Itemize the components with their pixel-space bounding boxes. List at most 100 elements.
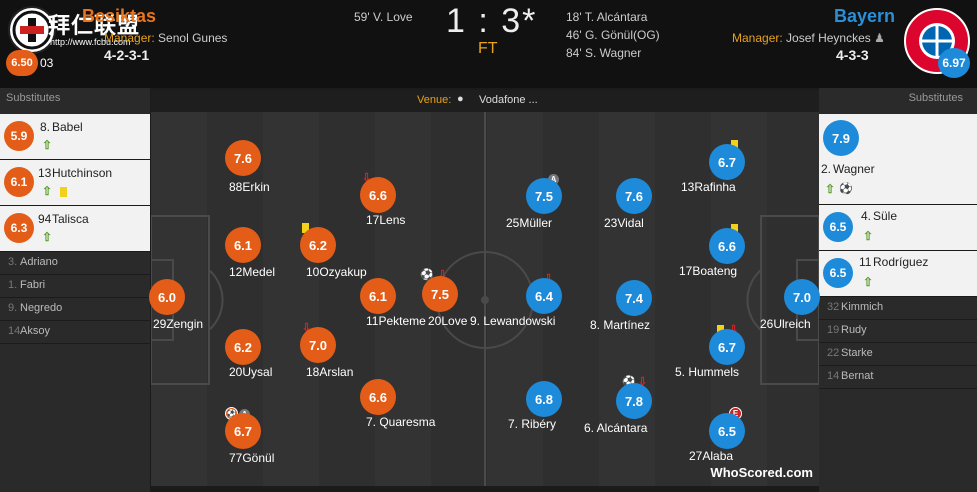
home-rating-suffix: 03 — [40, 56, 54, 70]
sub-rating: 6.5 — [823, 212, 853, 242]
home-event-0: 59' V. Love — [354, 10, 413, 24]
home-team-rating: 6.50 — [6, 50, 38, 76]
sub-name: Wagner — [833, 162, 875, 176]
sub-out-icon: ⇩ — [302, 322, 312, 334]
sub-row[interactable]: 9. Negredo — [0, 298, 150, 321]
player-name: 77Gönül — [229, 451, 275, 465]
away-event-2: 84' S. Wagner — [566, 46, 642, 60]
sub-row[interactable]: 6.5 11 Rodríguez ⇧ — [819, 251, 977, 297]
sub-number: 94 — [38, 212, 52, 226]
player-name: 18Arslan — [306, 365, 354, 379]
player-rating: 6.1 — [360, 278, 396, 314]
sub-number: 14 — [8, 325, 21, 337]
sub-number: 19 — [827, 324, 840, 336]
sub-out-icon: ⇩ — [438, 269, 448, 281]
player-name: 9. Lewandowski — [470, 314, 556, 328]
sub-rating: 7.9 — [823, 120, 859, 156]
player-rating: 6.8 — [526, 381, 562, 417]
player-rating: 6.7 — [709, 329, 745, 365]
player-name: 26Ulreich — [760, 317, 811, 331]
sub-row[interactable]: 6.1 13 Hutchinson ⇧ — [0, 160, 150, 206]
sub-row[interactable]: 14 Aksoy — [0, 321, 150, 344]
player-name: 20Uysal — [229, 365, 273, 379]
match-header: 拜仁联盟 http://www.fcbu.com Besiktas Manage… — [0, 0, 977, 88]
player-rating: 7.6 — [616, 178, 652, 214]
person-icon: ♟ — [874, 31, 885, 45]
player-name: 7. Quaresma — [366, 415, 436, 429]
sub-rating: 6.5 — [823, 258, 853, 288]
player-name: 13Rafinha — [681, 180, 736, 194]
sub-row[interactable]: 1. Fabri — [0, 275, 150, 298]
sub-rating: 6.1 — [4, 167, 34, 197]
home-substitutes-panel: Substitutes 5.9 8. Babel ⇧ 6.1 13 Hutchi… — [0, 88, 150, 492]
away-team-name[interactable]: Bayern — [833, 6, 895, 26]
away-team-rating: 6.97 — [938, 48, 970, 78]
sub-row[interactable]: 22 Starke — [819, 343, 977, 366]
player-rating: 6.0 — [149, 279, 185, 315]
yellow-card-icon — [302, 223, 309, 233]
player-name: 6. Alcántara — [584, 421, 648, 435]
player-name: 29Zengin — [153, 317, 204, 331]
player-rating: 6.7 — [225, 413, 261, 449]
sub-row[interactable]: 5.9 8. Babel ⇧ — [0, 114, 150, 160]
sub-row[interactable]: 3. Adriano — [0, 252, 150, 275]
player-name: 88Erkin — [229, 180, 270, 194]
home-formation: 4-2-3-1 — [104, 47, 150, 63]
sub-number: 22 — [827, 347, 840, 359]
sub-number: 2. — [821, 162, 832, 176]
sub-row[interactable]: 14 Bernat — [819, 366, 977, 389]
player-rating: 6.4 — [526, 278, 562, 314]
pitch: Venue: ● Vodafone ... — [151, 90, 819, 486]
away-formation: 4-3-3 — [836, 47, 869, 63]
match-status: FT — [478, 40, 498, 57]
home-manager: Manager: Senol Gunes — [104, 31, 227, 45]
sub-name: Negredo — [20, 302, 63, 314]
sub-number: 32 — [827, 301, 840, 313]
player-rating: 7.0 — [784, 279, 820, 315]
sub-in-icon: ⇧ — [863, 229, 874, 243]
sub-name: Babel — [52, 120, 83, 134]
sub-row[interactable]: 6.3 94 Talisca ⇧ — [0, 206, 150, 252]
sub-name: Aksoy — [20, 325, 50, 337]
sub-rating: 6.3 — [4, 213, 34, 243]
goal-ball-icon: ⚽ — [839, 183, 853, 195]
sub-name: Hutchinson — [52, 166, 113, 180]
player-name: 10Ozyakup — [306, 265, 367, 279]
subs-title: Substitutes — [908, 92, 963, 104]
player-name: 25Müller — [506, 216, 553, 230]
sub-name: Talisca — [52, 212, 89, 226]
watermark-title: 拜仁联盟 — [48, 13, 141, 38]
venue-name: Vodafone ... — [479, 94, 538, 106]
besiktas-crest-icon — [8, 6, 56, 54]
player-rating: 6.6 — [709, 228, 745, 264]
stadium-icon: ● — [457, 93, 464, 105]
player-name: 7. Ribéry — [508, 417, 557, 431]
away-substitutes-panel: Substitutes 7.9 2. Wagner ⇧ ⚽ 6.5 4. Sül… — [819, 88, 977, 492]
away-event-0: 18' T. Alcántara — [566, 10, 648, 24]
sub-row[interactable]: 32 Kimmich — [819, 297, 977, 320]
sub-number: 8. — [40, 120, 51, 134]
sub-rating: 5.9 — [4, 121, 34, 151]
player-rating: 6.5 — [709, 413, 745, 449]
venue-bar: Venue: ● Vodafone ... — [151, 90, 819, 112]
sub-name: Adriano — [20, 256, 58, 268]
player-name: 23Vidal — [604, 216, 644, 230]
sub-out-icon: ⇩ — [638, 376, 648, 388]
brand-text: WhoScored.com — [710, 465, 813, 480]
player-rating: 7.5 — [526, 178, 562, 214]
sub-row[interactable]: 19 Rudy — [819, 320, 977, 343]
player-rating: 7.8 — [616, 383, 652, 419]
sub-in-icon: ⇧ — [42, 230, 53, 244]
sub-name: Rodríguez — [873, 255, 929, 269]
player-rating: 7.6 — [225, 140, 261, 176]
player-rating: 6.2 — [225, 329, 261, 365]
sub-row[interactable]: 7.9 2. Wagner ⇧ ⚽ — [819, 114, 977, 205]
home-team-name[interactable]: Besiktas — [82, 6, 157, 26]
player-rating: 7.4 — [616, 280, 652, 316]
player-name: 17Boateng — [679, 264, 738, 278]
sub-row[interactable]: 6.5 4. Süle ⇧ — [819, 205, 977, 251]
player-name: 12Medel — [229, 265, 276, 279]
player-name: 20Love — [428, 314, 468, 328]
player-rating: 6.6 — [360, 379, 396, 415]
player-rating: 6.6 — [360, 177, 396, 213]
